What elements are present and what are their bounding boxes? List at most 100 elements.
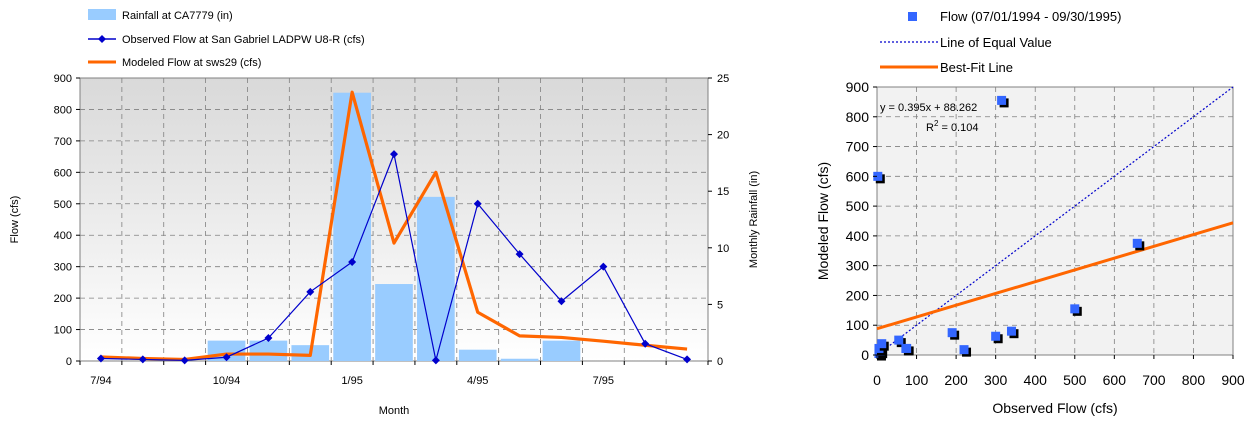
- modeled-flow-line: [100, 90, 688, 362]
- right-y-tick-label: 500: [846, 198, 870, 214]
- left-gridlines: [80, 78, 708, 361]
- left-y-tick-label: 100: [54, 325, 72, 337]
- left-y-tick-label: 400: [54, 230, 72, 242]
- flow-series: [96, 90, 692, 365]
- left-legend: Rainfall at CA7779 (in) Observed Flow at…: [88, 9, 365, 69]
- fit-r-squared: R2 = 0.104: [926, 119, 978, 134]
- legend-flow-marker: [908, 12, 917, 21]
- left-x-axis-label: Month: [379, 405, 410, 417]
- observed-flow-point: [180, 356, 189, 365]
- scatter-point: [959, 345, 969, 355]
- left-axes: 0 100 200 300 400 500 600 700 800 900 0 5 10 15 20 25 7/…: [54, 73, 730, 387]
- r2-label: R: [926, 122, 934, 134]
- observed-flow-point: [641, 339, 650, 348]
- observed-flow-point: [431, 356, 440, 365]
- legend-flow-label: Flow (07/01/1994 - 09/30/1995): [940, 9, 1121, 24]
- right-x-axis-label: Observed Flow (cfs): [992, 400, 1117, 416]
- right-x-tick-label: 400: [1024, 372, 1048, 388]
- legend-modeled-label: Modeled Flow at sws29 (cfs): [122, 57, 261, 69]
- scatter-point: [873, 171, 883, 181]
- right-x-tick-label: 100: [905, 372, 929, 388]
- rainfall-bar: [417, 196, 455, 361]
- observed-flow-point: [683, 355, 692, 364]
- observed-flow-point: [222, 353, 231, 362]
- scatter-point: [1070, 304, 1080, 314]
- observed-flow-point: [138, 355, 147, 364]
- rainfall-bar: [500, 358, 539, 361]
- observed-flow-point: [306, 287, 315, 296]
- r2-exponent: 2: [934, 119, 939, 128]
- right-y-tick-label: 200: [846, 287, 870, 303]
- legend-equal-label: Line of Equal Value: [940, 35, 1052, 50]
- scatter-point: [874, 343, 884, 353]
- right-x-tick-label: 500: [1063, 372, 1087, 388]
- fit-equation: y = 0.395x + 88.262: [880, 102, 977, 114]
- left-y-tick-label: 500: [54, 199, 72, 211]
- right-x-tick-label: 0: [873, 372, 881, 388]
- scatter-comparison-chart: Flow (07/01/1994 - 09/30/1995) Line of E…: [815, 9, 1245, 416]
- best-fit-line: [876, 221, 1234, 331]
- scatter-point: [1132, 238, 1142, 248]
- observed-flow-point: [390, 150, 398, 159]
- observed-flow-point: [473, 199, 482, 208]
- rainfall-bars: [207, 92, 581, 361]
- observed-flow-point: [96, 354, 105, 363]
- right-y-tick-label: 600: [846, 168, 870, 184]
- right-y-axis-label: Modeled Flow (cfs): [815, 162, 831, 280]
- left-y2-axis-label: Monthly Rainfall (in): [748, 171, 760, 268]
- left-y2-tick-label: 5: [717, 299, 723, 311]
- observed-flow-point: [557, 297, 566, 306]
- rainfall-bar: [375, 284, 413, 361]
- observed-flow-point: [599, 262, 608, 271]
- scatter-point: [877, 339, 887, 349]
- right-x-tick-label: 200: [944, 372, 968, 388]
- legend-rainfall-label: Rainfall at CA7779 (in): [122, 10, 233, 22]
- right-y-tick-label: 900: [846, 79, 870, 95]
- right-axes: 0 100 200 300 400 500 600 700 800 900 0 100 200 300 40…: [846, 79, 1245, 388]
- observed-flow-point: [515, 250, 524, 259]
- left-y2-tick-label: 25: [717, 73, 729, 85]
- scatter-points: [873, 95, 1145, 361]
- legend-observed-label: Observed Flow at San Gabriel LADPW U8-R …: [122, 34, 365, 46]
- right-y-tick-label: 300: [846, 258, 870, 274]
- rainfall-bar: [458, 349, 497, 361]
- right-x-tick-label: 800: [1182, 372, 1206, 388]
- left-x-tick-label: 4/95: [467, 375, 488, 387]
- scatter-point: [997, 95, 1007, 105]
- left-x-tick-label: 10/94: [213, 375, 241, 387]
- left-y-tick-label: 200: [54, 293, 72, 305]
- scatter-point: [894, 335, 904, 345]
- left-x-tick-label: 1/95: [341, 375, 362, 387]
- left-y2-tick-label: 0: [717, 356, 723, 368]
- left-y-tick-label: 900: [54, 73, 72, 85]
- left-y2-tick-label: 15: [717, 186, 729, 198]
- left-y-tick-label: 300: [54, 262, 72, 274]
- left-y2-tick-label: 20: [717, 130, 729, 142]
- reference-lines: [876, 86, 1234, 356]
- flow-time-series-chart: Rainfall at CA7779 (in) Observed Flow at…: [9, 9, 760, 417]
- observed-flow-point: [348, 257, 357, 266]
- left-y-tick-label: 0: [66, 356, 72, 368]
- rainfall-bar: [542, 340, 581, 361]
- scatter-point: [902, 343, 912, 353]
- right-x-tick-label: 600: [1103, 372, 1127, 388]
- right-x-tick-label: 900: [1221, 372, 1245, 388]
- legend-observed-marker: [98, 35, 106, 43]
- left-y2-tick-label: 10: [717, 243, 729, 255]
- legend-fit-label: Best-Fit Line: [940, 60, 1013, 75]
- right-y-tick-label: 400: [846, 228, 870, 244]
- scatter-point: [991, 331, 1001, 341]
- right-y-tick-label: 0: [861, 347, 869, 363]
- left-y-tick-label: 600: [54, 167, 72, 179]
- scatter-point: [1006, 326, 1016, 336]
- right-x-tick-label: 700: [1142, 372, 1166, 388]
- legend-rainfall-swatch: [88, 9, 116, 20]
- left-x-tick-label: 7/95: [593, 375, 614, 387]
- right-y-tick-label: 700: [846, 139, 870, 155]
- left-y-tick-label: 700: [54, 136, 72, 148]
- r2-value: = 0.104: [938, 122, 978, 134]
- right-y-tick-label: 100: [846, 317, 870, 333]
- left-y-tick-label: 800: [54, 104, 72, 116]
- right-y-tick-label: 800: [846, 109, 870, 125]
